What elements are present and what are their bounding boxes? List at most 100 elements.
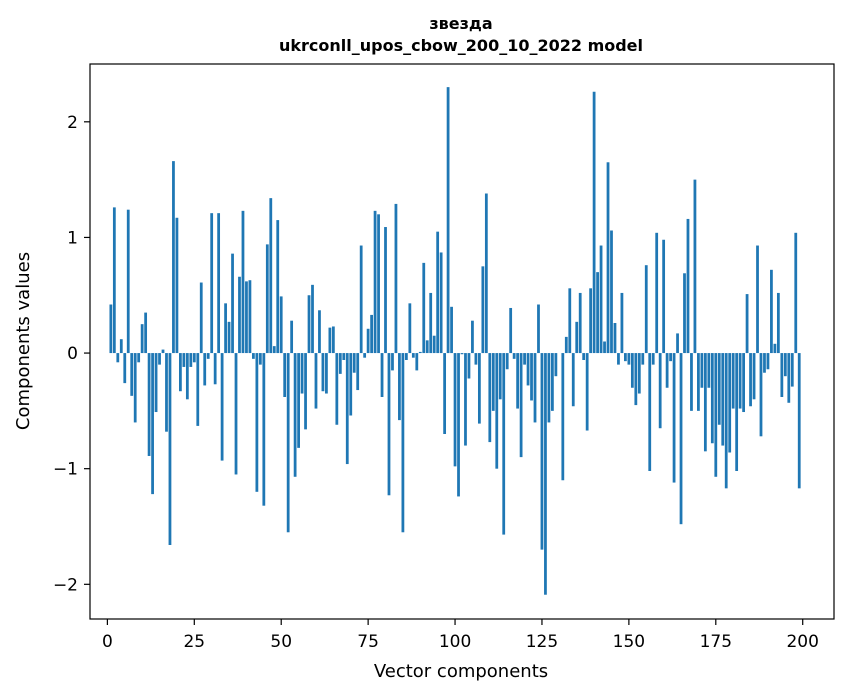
- bar: [189, 353, 193, 367]
- bar: [109, 304, 113, 354]
- bar: [165, 353, 168, 432]
- bar: [356, 353, 360, 391]
- bar: [561, 353, 565, 481]
- bar: [318, 310, 321, 354]
- bar: [206, 353, 210, 359]
- bar: [697, 353, 700, 411]
- bar: [624, 353, 627, 362]
- bar: [728, 353, 732, 453]
- bar: [373, 210, 377, 354]
- bar: [394, 203, 398, 354]
- bar: [130, 353, 134, 396]
- bar: [196, 353, 200, 426]
- bar: [245, 281, 248, 354]
- bar: [391, 353, 394, 371]
- bar: [262, 353, 266, 506]
- bar: [436, 231, 440, 354]
- bar: [352, 353, 356, 373]
- bar: [672, 353, 676, 483]
- bar: [161, 349, 165, 354]
- bar: [484, 193, 488, 354]
- bar: [366, 328, 370, 354]
- bar: [199, 282, 203, 354]
- x-tick-label: 0: [102, 632, 113, 652]
- bar: [690, 353, 693, 411]
- bar: [770, 269, 773, 354]
- bar: [154, 353, 158, 413]
- bar: [530, 353, 533, 401]
- bar: [637, 353, 641, 394]
- bar-series: [109, 87, 801, 595]
- bar: [540, 353, 544, 550]
- bar: [210, 213, 214, 354]
- bar: [516, 353, 520, 409]
- bar: [526, 353, 530, 386]
- bar: [411, 353, 415, 358]
- bar: [252, 353, 255, 359]
- bar: [610, 230, 613, 354]
- bar: [613, 323, 617, 354]
- bar: [140, 324, 144, 354]
- bar: [147, 353, 151, 456]
- bar: [724, 353, 728, 489]
- bar: [599, 245, 603, 354]
- bar: [387, 353, 391, 496]
- bar: [231, 253, 234, 354]
- bar: [683, 273, 686, 354]
- bar: [439, 252, 443, 354]
- bar: [363, 353, 367, 358]
- bar: [415, 353, 419, 371]
- bar: [408, 303, 412, 354]
- bar: [283, 353, 287, 397]
- bar: [749, 353, 752, 407]
- bar: [551, 353, 554, 411]
- bar: [544, 353, 547, 595]
- bar: [224, 303, 227, 354]
- bar: [790, 353, 794, 387]
- bar: [345, 353, 349, 465]
- bar: [575, 321, 579, 354]
- bar: [662, 239, 666, 354]
- bar: [676, 333, 679, 354]
- bar: [592, 91, 596, 354]
- x-axis-label: Vector components: [374, 661, 548, 682]
- x-tick-label: 175: [700, 632, 732, 652]
- plot-frame: [89, 63, 835, 620]
- y-tick-label: −1: [53, 460, 78, 480]
- bar: [398, 353, 401, 421]
- y-axis: −2 −1 0 1 2: [53, 113, 90, 595]
- bar: [665, 353, 669, 388]
- bar: [126, 209, 130, 354]
- bar: [241, 210, 245, 354]
- bar: [477, 353, 481, 424]
- bar: [137, 353, 141, 363]
- bar: [265, 244, 269, 354]
- bar: [606, 162, 610, 354]
- bar: [314, 353, 318, 409]
- bar: [112, 207, 116, 354]
- bar: [307, 295, 311, 354]
- bar: [502, 353, 506, 535]
- bar: [585, 353, 589, 431]
- bar: [627, 353, 631, 365]
- bar: [763, 353, 766, 373]
- bar: [182, 353, 186, 367]
- bar: [505, 353, 509, 370]
- bar: [533, 353, 537, 423]
- bar: [578, 292, 582, 354]
- bar: [596, 272, 599, 354]
- bar: [220, 353, 224, 461]
- bar: [116, 353, 120, 363]
- bar: [641, 353, 645, 365]
- bar: [203, 353, 207, 386]
- bar: [286, 353, 290, 533]
- chart-title: звезда: [429, 14, 492, 33]
- bar: [293, 353, 297, 477]
- bar: [658, 353, 662, 429]
- bar: [731, 353, 735, 409]
- bar: [693, 179, 697, 354]
- bar: [158, 353, 161, 365]
- bar: [119, 339, 123, 354]
- x-tick-label: 25: [183, 632, 205, 652]
- x-tick-label: 100: [439, 632, 471, 652]
